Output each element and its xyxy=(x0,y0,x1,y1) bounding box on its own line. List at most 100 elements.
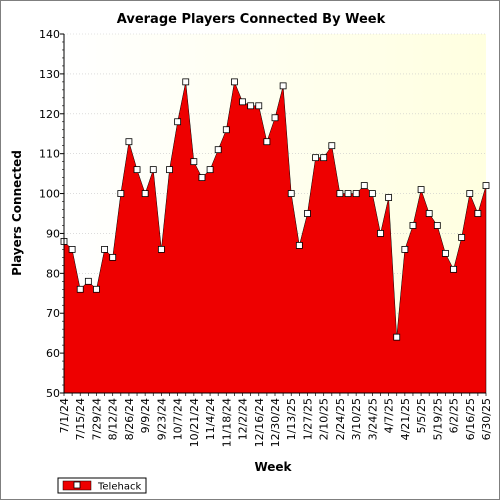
data-point-marker xyxy=(312,154,319,162)
x-tick-label: 7/15/24 xyxy=(74,398,87,440)
chart-title: Average Players Connected By Week xyxy=(117,12,386,27)
data-point-marker xyxy=(101,245,108,253)
x-tick-label: 6/30/25 xyxy=(480,398,493,440)
data-point-marker xyxy=(222,126,230,134)
data-point-marker xyxy=(450,265,457,273)
data-point-marker xyxy=(206,166,214,174)
x-tick-label: 3/24/25 xyxy=(366,398,379,440)
x-tick-label: 6/16/25 xyxy=(464,398,477,440)
data-point-marker xyxy=(393,333,401,341)
x-tick-label: 12/2/24 xyxy=(237,398,250,440)
data-point-marker xyxy=(409,222,417,229)
data-point-marker xyxy=(93,285,100,293)
x-tick-label: 4/21/25 xyxy=(399,398,412,440)
y-tick-label: 130 xyxy=(39,68,60,81)
y-tick-label: 140 xyxy=(39,28,60,41)
x-tick-label: 12/30/24 xyxy=(269,398,282,447)
x-tick-label: 12/16/24 xyxy=(253,398,266,447)
x-tick-label: 8/12/24 xyxy=(107,398,120,440)
data-point-marker xyxy=(182,78,190,86)
x-tick-label: 5/19/25 xyxy=(431,398,444,440)
data-point-marker xyxy=(263,138,271,146)
data-point-marker xyxy=(84,277,92,285)
x-tick-label: 3/10/25 xyxy=(350,398,363,440)
data-point-marker xyxy=(474,210,482,217)
data-point-marker xyxy=(174,118,182,126)
data-point-marker xyxy=(125,138,133,146)
y-tick-label: 70 xyxy=(46,307,60,320)
data-point-marker xyxy=(377,230,384,237)
data-point-marker xyxy=(239,98,246,106)
x-tick-label: 2/10/25 xyxy=(318,398,331,440)
x-tick-label: 8/26/24 xyxy=(123,398,136,440)
x-tick-label: 1/13/25 xyxy=(285,398,298,440)
data-point-marker xyxy=(344,190,352,197)
data-point-marker xyxy=(149,166,157,174)
x-tick-label: 7/29/24 xyxy=(90,398,103,440)
x-axis-title: Week xyxy=(254,460,292,474)
x-tick-label: 9/9/24 xyxy=(139,398,152,433)
data-point-marker xyxy=(198,174,206,182)
data-point-marker xyxy=(109,253,117,261)
x-tick-label: 4/7/25 xyxy=(383,398,396,433)
data-point-marker xyxy=(482,182,490,189)
x-tick-label: 1/27/25 xyxy=(301,398,314,440)
data-point-marker xyxy=(417,186,425,193)
data-point-marker xyxy=(279,82,287,90)
x-tick-label: 6/2/25 xyxy=(448,398,461,433)
x-tick-label: 7/1/24 xyxy=(58,398,71,433)
data-point-marker xyxy=(352,190,360,197)
x-tick-label: 9/23/24 xyxy=(155,398,168,440)
area-series-telehack xyxy=(63,80,487,394)
data-point-marker xyxy=(401,245,409,253)
y-tick-label: 60 xyxy=(46,347,60,360)
x-tick-label: 10/7/24 xyxy=(172,398,185,440)
x-tick-label: 5/5/25 xyxy=(415,398,428,433)
x-tick-label: 2/24/25 xyxy=(334,398,347,440)
x-tick-label: 11/4/24 xyxy=(204,398,217,440)
axes xyxy=(63,34,486,394)
y-tick-label: 100 xyxy=(39,188,60,201)
area-series-layer xyxy=(63,80,487,394)
data-point-marker xyxy=(295,242,303,249)
data-point-marker xyxy=(166,166,173,174)
data-point-marker xyxy=(231,78,238,86)
data-point-marker xyxy=(466,190,474,197)
data-point-marker xyxy=(133,166,141,174)
y-axis-title: Players Connected xyxy=(10,150,24,276)
marker-layer xyxy=(60,78,490,341)
data-point-marker xyxy=(304,210,311,217)
data-point-marker xyxy=(214,146,222,154)
legend: Telehack xyxy=(57,477,147,494)
data-point-marker xyxy=(425,210,433,217)
data-point-marker xyxy=(76,285,84,293)
data-point-marker xyxy=(368,190,376,197)
data-point-marker xyxy=(190,158,198,166)
x-tick-label: 11/18/24 xyxy=(220,398,233,447)
data-point-marker xyxy=(141,190,149,197)
data-point-marker xyxy=(68,245,76,253)
legend-label: Telehack xyxy=(97,482,141,493)
x-tick-label: 10/21/24 xyxy=(188,398,201,447)
data-point-marker xyxy=(287,190,295,197)
legend-marker xyxy=(73,481,81,489)
x-tick-labels: 7/1/24 7/15/24 7/29/24 8/12/24 8/26/24 9/9/24… xyxy=(58,398,493,447)
data-point-marker xyxy=(271,114,279,122)
data-point-marker xyxy=(320,154,328,162)
data-point-marker xyxy=(336,190,344,197)
data-point-marker xyxy=(328,142,336,150)
y-tick-label: 120 xyxy=(39,108,60,121)
data-point-marker xyxy=(458,234,466,241)
data-point-marker xyxy=(157,245,165,253)
data-point-marker xyxy=(433,222,441,229)
data-point-marker xyxy=(255,102,263,110)
y-tick-label: 110 xyxy=(39,148,60,161)
data-point-marker xyxy=(247,102,255,110)
y-tick-labels: 50 60 70 80 90 100 110 120 130 140 xyxy=(39,28,60,400)
data-point-marker xyxy=(360,182,368,189)
y-tick-label: 50 xyxy=(46,387,60,400)
data-point-marker xyxy=(385,194,393,201)
data-point-marker xyxy=(442,249,449,257)
